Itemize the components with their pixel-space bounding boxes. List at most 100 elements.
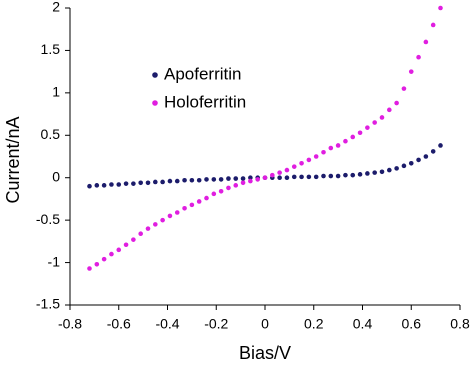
data-point [335, 143, 341, 148]
data-point [123, 242, 129, 248]
data-point [350, 172, 356, 178]
data-point [131, 237, 136, 242]
data-point [196, 199, 202, 204]
data-point [387, 167, 392, 173]
data-point [401, 86, 407, 91]
data-point [335, 173, 341, 179]
data-point [174, 178, 180, 184]
data-point [408, 69, 414, 74]
data-point [101, 183, 107, 188]
x-tick-label: -0.8 [58, 316, 82, 332]
data-point [255, 177, 260, 182]
data-point [284, 175, 290, 181]
data-point [109, 251, 114, 257]
data-point [306, 157, 312, 163]
data-point [291, 174, 297, 180]
data-point [87, 183, 92, 189]
data-point [131, 181, 136, 186]
legend-marker [152, 72, 158, 78]
data-point [328, 145, 334, 151]
legend-text: Holoferritin [164, 92, 246, 111]
data-point [357, 172, 363, 177]
data-point [423, 39, 429, 45]
data-point [394, 166, 399, 171]
data-point [123, 181, 129, 186]
data-point [299, 174, 304, 180]
data-point [189, 177, 195, 183]
data-point [196, 177, 202, 183]
data-point [379, 115, 385, 120]
legend-text: Apoferritin [164, 64, 241, 83]
data-point [226, 185, 231, 191]
data-point [116, 182, 122, 187]
y-tick-label: 1 [52, 84, 60, 100]
data-point [416, 157, 421, 163]
data-point [423, 154, 429, 159]
data-point [189, 202, 195, 208]
data-point [87, 266, 92, 271]
data-point [343, 172, 348, 178]
y-tick-label: 2 [52, 0, 60, 15]
x-tick-label: 0.4 [353, 316, 373, 332]
x-tick-label: 0.6 [402, 316, 422, 332]
legend-marker [152, 100, 158, 106]
data-point [430, 22, 436, 28]
data-point [343, 138, 348, 144]
data-point [204, 177, 209, 182]
y-tick-label: 1.5 [41, 41, 61, 57]
data-point [438, 5, 443, 11]
data-point [145, 180, 151, 186]
data-point [291, 164, 297, 169]
data-point [160, 179, 165, 185]
y-tick-label: -1 [48, 253, 61, 269]
x-tick-label: 0 [261, 316, 269, 332]
data-point [321, 149, 326, 155]
data-point [277, 175, 282, 181]
data-point [101, 256, 107, 262]
data-point [204, 195, 209, 201]
y-tick-label: -1.5 [36, 296, 60, 312]
data-point [94, 183, 100, 188]
data-point [94, 261, 100, 267]
data-point [313, 154, 319, 159]
data-point [174, 210, 180, 215]
data-point [401, 163, 407, 169]
x-tick-label: 0.8 [450, 316, 470, 332]
data-point [394, 100, 399, 106]
data-point [240, 176, 246, 181]
data-point [145, 226, 151, 231]
data-point [218, 188, 224, 194]
data-point [116, 247, 122, 253]
data-point [321, 173, 326, 179]
data-point [233, 183, 239, 188]
data-point [270, 172, 275, 178]
data-point [160, 217, 165, 223]
data-point [372, 120, 377, 125]
x-tick-label: -0.6 [107, 316, 131, 332]
data-point [182, 205, 187, 211]
data-point [387, 107, 392, 113]
data-point [328, 173, 334, 179]
x-axis-title: Bias/V [239, 343, 291, 363]
data-point [284, 167, 290, 173]
y-tick-label: -0.5 [36, 211, 60, 227]
data-point [408, 160, 414, 166]
data-point [240, 180, 246, 186]
data-point [226, 176, 231, 181]
data-point [299, 160, 304, 166]
data-point [379, 169, 385, 175]
data-point [109, 182, 114, 187]
data-point [357, 130, 363, 136]
data-point [365, 171, 370, 176]
data-point [211, 177, 217, 182]
data-point [153, 222, 158, 227]
data-point [350, 134, 356, 140]
y-axis-title: Current/nA [3, 116, 23, 203]
y-tick-label: 0.5 [41, 126, 61, 142]
data-point [182, 177, 187, 183]
data-point [430, 149, 436, 154]
data-point [248, 175, 253, 181]
data-point [153, 179, 158, 185]
